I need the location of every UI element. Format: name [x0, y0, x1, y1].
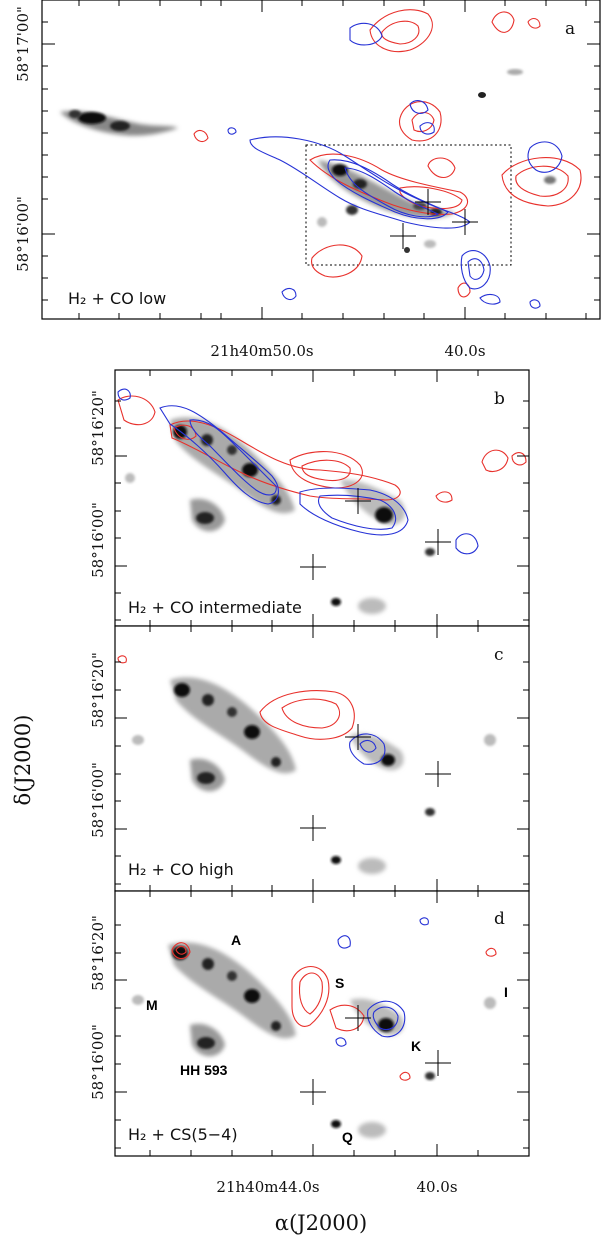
panel-d-dec-tick-labels: 58°16'20" 58°16'00" — [89, 915, 107, 1100]
dec-tick-label: 58°16'20" — [89, 390, 107, 466]
panel-d: A M HH 593 S K I Q d H₂ + CS(5−4) 58°16'… — [89, 890, 530, 1196]
panel-c-source-crosses — [300, 724, 451, 841]
panel-c-ticks — [115, 626, 529, 891]
panel-a-source-crosses — [390, 189, 478, 249]
y-axis-title: δ(J2000) — [11, 715, 35, 806]
panel-a-h2-image — [60, 69, 556, 253]
panel-b-source-crosses — [300, 488, 451, 580]
dec-tick-label: 58°16'20" — [89, 652, 107, 728]
source-label-hh593: HH 593 — [180, 1062, 228, 1078]
dec-tick-label: 58°17'00" — [14, 6, 32, 82]
panel-b: b H₂ + CO intermediate 58°16'20" 58°16'0… — [89, 369, 530, 627]
panel-a-frame — [41, 0, 601, 320]
ra-tick-label: 40.0s — [416, 1178, 457, 1196]
x-axis-title: α(J2000) — [275, 1211, 367, 1235]
panel-c-blue-contours — [349, 733, 386, 765]
source-label-i: I — [504, 984, 508, 1000]
panel-d-source-labels: A M HH 593 S K I Q — [146, 932, 508, 1145]
panel-c-h2-image — [132, 677, 496, 874]
ra-tick-label: 21h40m44.0s — [216, 1178, 319, 1196]
panel-c-label: H₂ + CO high — [128, 860, 234, 879]
panel-d-ra-tick-labels: 21h40m44.0s 40.0s — [216, 1178, 457, 1196]
panel-d-label: H₂ + CS(5−4) — [128, 1125, 238, 1144]
panel-d-ticks — [115, 891, 529, 1156]
source-label-k: K — [411, 1038, 421, 1054]
panel-a-dec-tick-labels: 58°17'00" 58°16'00" — [14, 6, 32, 272]
panel-c-letter: c — [494, 645, 504, 665]
source-label-a: A — [231, 932, 241, 948]
panel-d-frame — [114, 890, 530, 1157]
panel-a-ra-tick-labels: 21h40m50.0s 40.0s — [210, 342, 485, 360]
panel-a-letter: a — [565, 19, 575, 39]
source-label-m: M — [146, 997, 158, 1013]
zoom-region-box — [305, 144, 512, 266]
panel-d-letter: d — [494, 909, 505, 929]
panel-a-blue-contours — [227, 22, 563, 309]
source-label-q: Q — [342, 1129, 353, 1145]
dec-tick-label: 58°16'20" — [89, 915, 107, 991]
ra-tick-label: 40.0s — [444, 342, 485, 360]
panel-b-frame — [114, 369, 530, 627]
panel-a: a H₂ + CO low 58°17'00" 58°16'00" 21h40m… — [14, 0, 601, 360]
panel-c: c H₂ + CO high 58°16'20" 58°16'00" — [89, 625, 530, 892]
panel-b-red-contours — [117, 395, 527, 503]
panel-d-source-crosses — [300, 1005, 451, 1105]
panel-c-red-contours — [117, 655, 355, 740]
dec-tick-label: 58°16'00" — [14, 196, 32, 272]
ra-tick-label: 21h40m50.0s — [210, 342, 313, 360]
panel-c-frame — [114, 625, 530, 892]
panel-b-dec-tick-labels: 58°16'20" 58°16'00" — [89, 390, 107, 578]
source-label-s: S — [335, 975, 344, 991]
panel-b-letter: b — [494, 389, 505, 409]
panel-a-ticks — [42, 0, 600, 319]
panel-b-blue-contours — [117, 388, 479, 555]
dec-tick-label: 58°16'00" — [89, 762, 107, 838]
panel-a-label: H₂ + CO low — [68, 289, 166, 308]
panel-d-red-contours — [171, 942, 497, 1081]
panel-b-ticks — [115, 370, 529, 626]
panel-c-dec-tick-labels: 58°16'20" 58°16'00" — [89, 652, 107, 838]
dec-tick-label: 58°16'00" — [89, 1024, 107, 1100]
panel-b-label: H₂ + CO intermediate — [128, 598, 302, 617]
dec-tick-label: 58°16'00" — [89, 502, 107, 578]
panel-d-blue-contours — [335, 917, 429, 1047]
